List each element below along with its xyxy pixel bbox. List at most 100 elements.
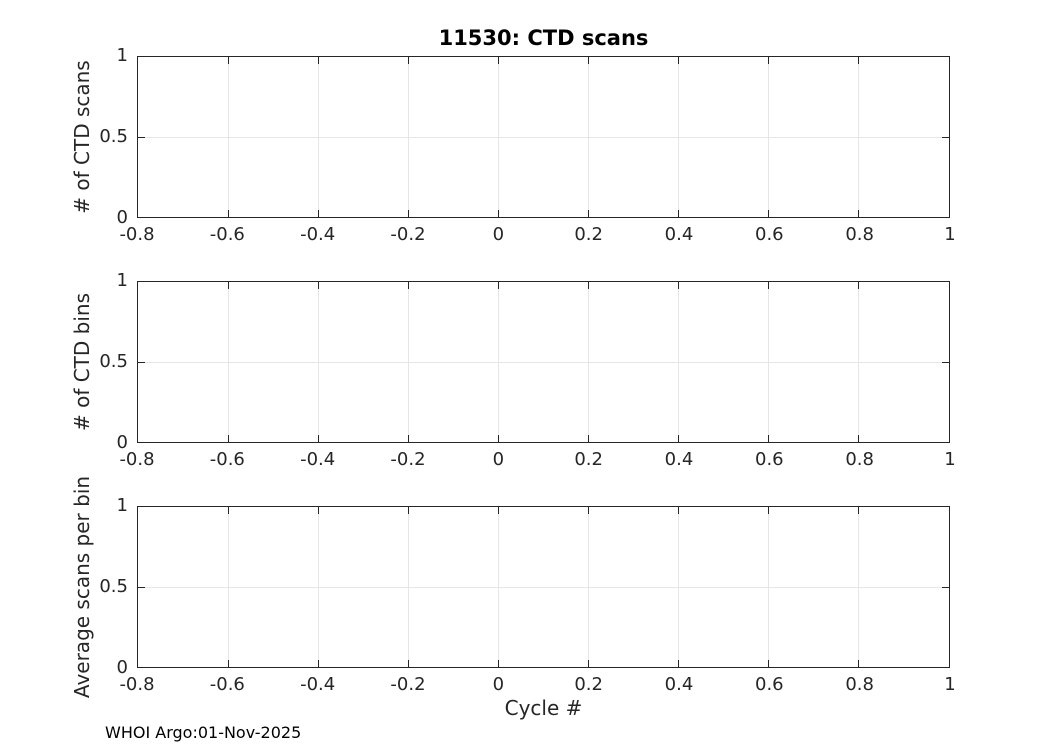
x-tick-mark-top [407,57,409,64]
x-tick-mark-top [317,282,319,289]
y-tick-mark-left [138,586,145,588]
x-tick-label: 0.8 [845,674,874,695]
x-tick-label: 0.2 [574,449,603,470]
x-tick-mark-bottom [497,660,499,667]
x-tick-mark-bottom [407,435,409,442]
x-tick-mark-bottom [678,435,680,442]
x-tick-mark-bottom [768,660,770,667]
y-tick-label: 0.5 [99,576,128,598]
x-tick-label: 0.6 [755,224,784,245]
x-tick-mark-bottom [588,435,590,442]
x-tick-label: -0.4 [300,449,336,470]
x-tick-mark-top [858,282,860,289]
y-tick-label: 0 [116,432,128,454]
x-tick-mark-top [588,282,590,289]
x-tick-mark-top [497,57,499,64]
x-tick-mark-bottom [227,435,229,442]
x-tick-labels-ctd-bins: -0.8 -0.6 -0.4 -0.2 0 0.2 0.4 0.6 0.8 1 [119,449,955,473]
x-tick-mark-top [678,282,680,289]
plot-area-avg-scans [137,506,950,668]
y-tick-mark-right [942,586,949,588]
x-tick-label: -0.6 [209,224,245,245]
x-tick-label: 0.4 [664,449,694,470]
x-tick-label: 1 [944,674,956,695]
x-tick-mark-top [858,57,860,64]
x-tick-mark-bottom [858,210,860,217]
x-tick-label: -0.2 [390,224,426,245]
x-tick-label: 0.8 [845,224,874,245]
plot-area-ctd-scans [137,56,950,218]
x-tick-label: 1 [944,224,956,245]
x-tick-mark-bottom [858,660,860,667]
x-tick-mark-top [588,507,590,514]
y-tick-label: 0.5 [99,126,128,148]
y-tick-label: 1 [116,270,128,292]
x-tick-label: 0.2 [574,224,603,245]
y-gridline [138,361,949,363]
x-tick-label: 0 [492,224,505,245]
y-gridline [138,136,949,138]
x-tick-mark-bottom [317,210,319,217]
x-tick-mark-bottom [678,210,680,217]
x-tick-mark-top [497,507,499,514]
x-tick-mark-top [317,57,319,64]
x-tick-mark-bottom [768,210,770,217]
x-tick-mark-top [227,282,229,289]
x-tick-mark-top [768,282,770,289]
x-tick-mark-top [588,57,590,64]
x-tick-mark-bottom [407,660,409,667]
plot-area-ctd-bins [137,281,950,443]
y-tick-mark-left [138,361,145,363]
x-tick-label: -0.6 [209,449,245,470]
x-tick-mark-top [317,507,319,514]
x-tick-label: -0.4 [300,224,336,245]
x-tick-label: 0.4 [664,224,694,245]
x-tick-mark-top [407,507,409,514]
y-gridline [138,586,949,588]
x-tick-label: -0.4 [300,674,336,695]
x-tick-mark-bottom [768,435,770,442]
x-tick-mark-bottom [678,660,680,667]
x-tick-mark-top [858,507,860,514]
y-tick-labels-ctd-bins: 0 0.5 1 [56,270,128,453]
y-tick-mark-right [942,361,949,363]
x-tick-label: -0.8 [119,674,155,695]
x-tick-mark-top [768,57,770,64]
x-tick-label: -0.2 [390,674,426,695]
x-tick-label: 0.4 [664,674,694,695]
y-tick-labels-avg-scans: 0 0.5 1 [56,495,128,678]
x-tick-label: -0.6 [209,674,245,695]
x-tick-mark-top [678,57,680,64]
x-tick-mark-top [227,57,229,64]
x-axis-label: Cycle # [504,696,583,720]
x-tick-mark-bottom [407,210,409,217]
x-tick-mark-top [407,282,409,289]
x-tick-mark-bottom [317,435,319,442]
x-tick-mark-bottom [227,210,229,217]
x-tick-mark-bottom [227,660,229,667]
y-tick-label: 0 [116,207,128,229]
x-tick-labels-ctd-scans: -0.8 -0.6 -0.4 -0.2 0 0.2 0.4 0.6 0.8 1 [119,224,955,248]
figure-title: 11530: CTD scans [438,26,649,50]
y-tick-label: 1 [116,495,128,517]
x-tick-mark-top [227,507,229,514]
x-tick-label: 0.6 [755,449,784,470]
x-tick-mark-bottom [588,660,590,667]
footer-watermark: WHOI Argo:01-Nov-2025 [105,723,302,742]
x-tick-mark-bottom [497,210,499,217]
x-tick-mark-bottom [588,210,590,217]
x-tick-label: -0.8 [119,449,155,470]
x-tick-label: 0.6 [755,674,784,695]
x-tick-label: 0 [492,449,505,470]
y-tick-label: 0 [116,657,128,679]
x-tick-mark-top [768,507,770,514]
y-tick-mark-left [138,136,145,138]
x-tick-label: 0.2 [574,674,603,695]
x-tick-mark-bottom [497,435,499,442]
y-tick-label: 1 [116,45,128,67]
y-tick-label: 0.5 [99,351,128,373]
y-tick-labels-ctd-scans: 0 0.5 1 [56,45,128,228]
x-tick-mark-bottom [317,660,319,667]
y-tick-mark-right [942,136,949,138]
